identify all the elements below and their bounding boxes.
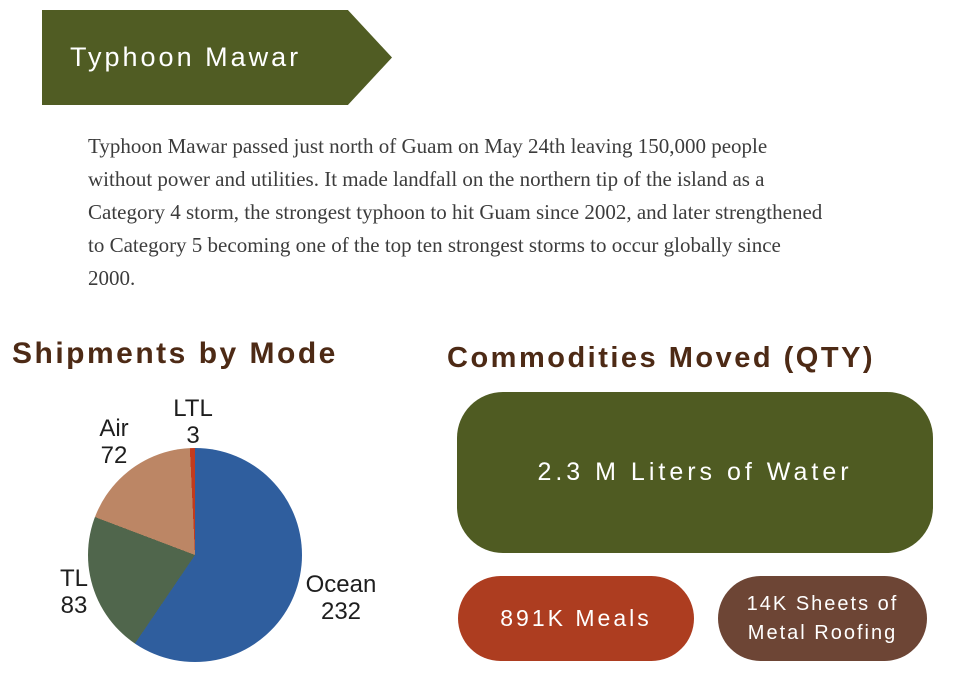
pie-label-ltl-name: LTL — [173, 395, 213, 422]
title-banner: Typhoon Mawar — [42, 10, 392, 105]
pie-label-tl-value: 83 — [60, 592, 88, 619]
pie-label-ltl: LTL 3 — [173, 395, 213, 449]
commodity-card-meals-label: 891K Meals — [500, 605, 652, 631]
pie-chart — [88, 448, 302, 662]
pie-label-air-name: Air — [99, 415, 129, 442]
page-title: Typhoon Mawar — [70, 42, 302, 72]
pie-label-air: Air 72 — [99, 415, 128, 469]
commodity-card-roofing: 14K Sheets of Metal Roofing — [718, 576, 927, 661]
pie-label-tl-name: TL — [59, 565, 89, 592]
pie-label-ocean: Ocean 232 — [306, 571, 377, 625]
pie-label-ltl-value: 3 — [186, 422, 200, 449]
commodities-heading: Commodities Moved (QTY) — [447, 342, 876, 374]
commodity-card-meals: 891K Meals — [458, 576, 694, 661]
pie-label-tl: TL 83 — [60, 565, 88, 619]
shipments-heading: Shipments by Mode — [12, 337, 338, 370]
pie-label-ocean-name: Ocean — [305, 571, 377, 598]
pie-label-air-value: 72 — [100, 442, 128, 469]
commodity-card-water: 2.3 M Liters of Water — [457, 392, 933, 553]
intro-paragraph: Typhoon Mawar passed just north of Guam … — [88, 134, 823, 290]
pie-label-ocean-value: 232 — [320, 598, 362, 625]
commodity-card-roofing-label: 14K Sheets of Metal Roofing — [746, 592, 899, 644]
commodity-card-water-label: 2.3 M Liters of Water — [537, 458, 853, 486]
